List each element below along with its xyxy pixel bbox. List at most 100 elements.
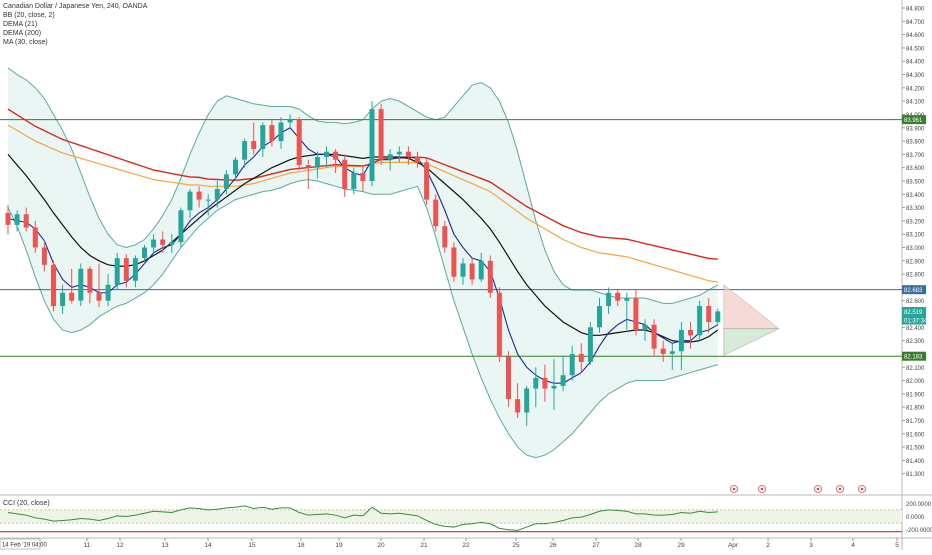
bb-fill bbox=[8, 67, 718, 458]
candle-body bbox=[69, 292, 75, 301]
y-tick-label: 83.900 bbox=[906, 126, 925, 132]
cci-pane: 200.0000 0.0000 -200.0000 bbox=[0, 502, 932, 534]
candle-body bbox=[396, 151, 402, 155]
candle-body bbox=[187, 191, 193, 211]
candle-body bbox=[533, 377, 539, 389]
candle-body bbox=[23, 214, 29, 228]
y-tick-label: 82.900 bbox=[906, 259, 925, 265]
candle-body bbox=[697, 306, 703, 336]
candle-body bbox=[660, 348, 666, 354]
y-tick-label: 82.800 bbox=[906, 273, 925, 279]
candle-body bbox=[506, 356, 511, 400]
candle-body bbox=[296, 119, 302, 166]
y-tick-label: 84.800 bbox=[906, 7, 925, 13]
price-label-box bbox=[902, 115, 926, 125]
chart-title: Canadian Dollar / Japanese Yen, 240, OAN… bbox=[3, 3, 148, 10]
candle-body bbox=[41, 247, 47, 265]
y-tick-label: 83.700 bbox=[906, 153, 925, 159]
price-label: 01:37:34 bbox=[904, 319, 928, 325]
projection-lower bbox=[723, 328, 779, 356]
candle-body bbox=[442, 226, 448, 248]
y-tick-label: 83.500 bbox=[906, 179, 925, 185]
candle-body bbox=[578, 353, 584, 362]
y-tick-label: 84.500 bbox=[906, 46, 925, 52]
candle-body bbox=[269, 125, 275, 142]
y-tick-label: 83.600 bbox=[906, 166, 925, 172]
y-tick-label: 83.300 bbox=[906, 206, 925, 212]
candle-body bbox=[715, 311, 721, 323]
candle-body bbox=[669, 351, 675, 354]
candle-body bbox=[105, 284, 111, 301]
candle-body bbox=[460, 263, 466, 277]
legend-bb[interactable]: BB (20, close, 2) bbox=[3, 12, 55, 19]
x-tick-label: 3 bbox=[809, 542, 813, 549]
price-label-box bbox=[902, 351, 926, 361]
time-tooltip: 14 Feb '19 04:00 bbox=[0, 538, 48, 550]
candle-body bbox=[87, 268, 93, 293]
legend-ma30[interactable]: MA (30, close) bbox=[3, 39, 48, 46]
candle-body bbox=[451, 247, 457, 277]
candle-body bbox=[405, 151, 411, 158]
candle-body bbox=[160, 239, 166, 245]
candle-body bbox=[688, 329, 693, 336]
candle-body bbox=[60, 292, 66, 307]
x-tick-label: 2 bbox=[766, 542, 770, 549]
candle-body bbox=[78, 268, 84, 301]
cci-line bbox=[7, 505, 718, 531]
candle-body bbox=[642, 324, 648, 330]
candle-body bbox=[387, 154, 393, 160]
candle-body bbox=[433, 199, 439, 227]
x-tick-label: 12 bbox=[116, 542, 124, 549]
y-tick-label: 81.800 bbox=[906, 406, 925, 412]
candle-body bbox=[360, 172, 366, 181]
cci-legend[interactable]: CCI (20, close) bbox=[3, 500, 50, 507]
candle-body bbox=[260, 125, 266, 150]
candle-body bbox=[151, 239, 157, 248]
candle-body bbox=[169, 242, 175, 245]
candle-body bbox=[333, 151, 339, 160]
x-tick-label: 27 bbox=[592, 542, 600, 549]
y-tick-label: 83.800 bbox=[906, 140, 925, 146]
time-axis[interactable]: 11 12 13 14 15 18 19 20 21 22 25 26 27 28 29 Apr 2 3 4 5 bbox=[84, 538, 900, 549]
x-tick-label: 20 bbox=[377, 542, 385, 549]
candle-body bbox=[587, 327, 593, 362]
candle-body bbox=[469, 263, 475, 280]
time-tooltip-box bbox=[0, 538, 41, 550]
candle-body bbox=[51, 264, 56, 307]
x-tick-label: 29 bbox=[677, 542, 685, 549]
x-tick-label: Apr bbox=[728, 542, 739, 549]
candle-body bbox=[678, 329, 684, 352]
candle-body bbox=[251, 141, 257, 150]
candle-body bbox=[342, 159, 348, 189]
candle-body bbox=[178, 210, 184, 243]
x-tick-label: 15 bbox=[248, 542, 256, 549]
candle-body bbox=[415, 157, 420, 163]
candle-body bbox=[305, 165, 311, 168]
x-tick-label: 13 bbox=[161, 542, 169, 549]
y-tick-label: 82.600 bbox=[906, 299, 925, 305]
projection-triangle bbox=[723, 283, 780, 356]
candle-body bbox=[351, 172, 357, 189]
y-tick-label: 81.600 bbox=[906, 432, 925, 438]
candle-body bbox=[324, 151, 329, 158]
candle-body bbox=[478, 260, 484, 280]
y-tick-label: 82.400 bbox=[906, 326, 925, 332]
price-axis[interactable]: 84.800 84.700 84.600 84.500 84.400 84.300 84.2… bbox=[902, 7, 928, 479]
y-tick-label: 81.400 bbox=[906, 459, 925, 465]
event-markers[interactable] bbox=[730, 485, 866, 493]
candle-body bbox=[606, 292, 612, 307]
cci-tick-label: 200.0000 bbox=[906, 502, 932, 508]
candle-body bbox=[369, 109, 375, 181]
legend-dema200[interactable]: DEMA (200) bbox=[3, 30, 42, 37]
candle-body bbox=[314, 157, 320, 168]
candle-body bbox=[633, 298, 639, 330]
candle-body bbox=[5, 212, 11, 225]
legend-dema21[interactable]: DEMA (21) bbox=[3, 21, 38, 28]
candle-body bbox=[597, 306, 602, 328]
y-tick-label: 82.100 bbox=[906, 366, 925, 372]
y-tick-label: 82.000 bbox=[906, 379, 925, 385]
candle-body bbox=[424, 162, 430, 200]
x-tick-label: 18 bbox=[297, 542, 305, 549]
